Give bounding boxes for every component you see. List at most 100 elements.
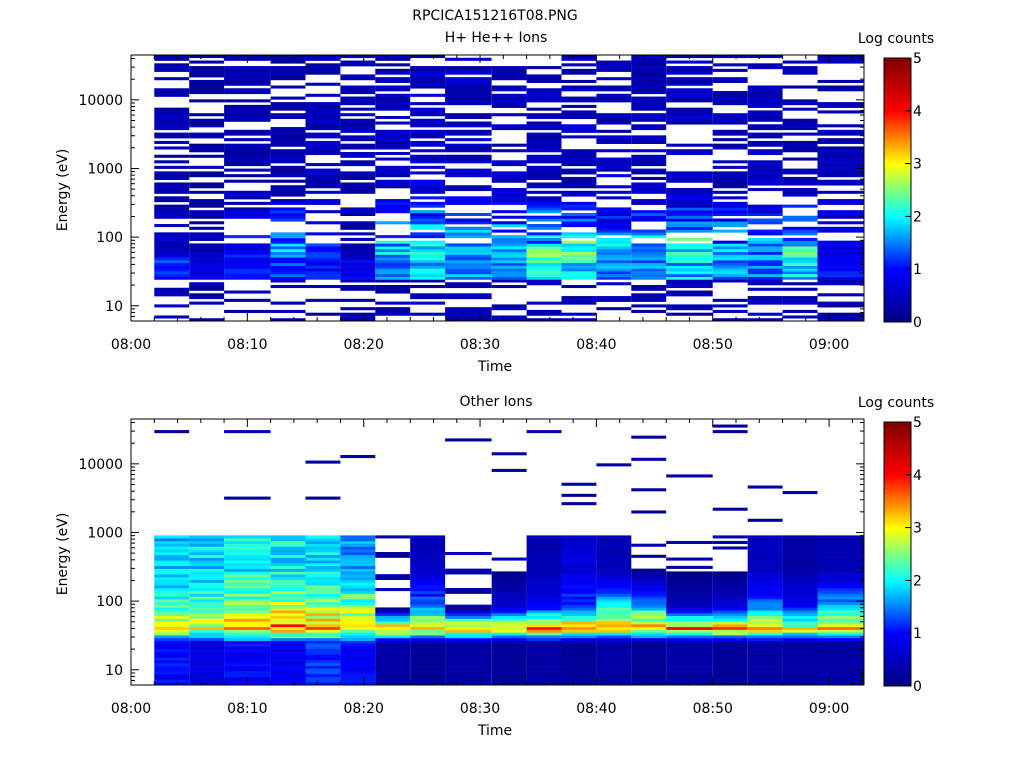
heatmap-cell <box>410 604 446 608</box>
heatmap-cell <box>410 668 446 672</box>
heatmap-cell <box>712 682 748 686</box>
heatmap-cell <box>189 254 225 258</box>
heatmap-cell <box>154 648 190 653</box>
heatmap-cell <box>596 679 632 683</box>
heatmap-cell <box>224 273 271 277</box>
colorbar-segment <box>884 547 911 550</box>
heatmap-cell <box>224 496 271 500</box>
heatmap-cell <box>410 265 446 269</box>
heatmap-cell <box>189 624 225 628</box>
heatmap-cell <box>375 129 411 133</box>
heatmap-cell <box>270 618 306 622</box>
heatmap-cell <box>224 571 271 575</box>
heatmap-cell <box>631 574 667 578</box>
heatmap-cell <box>561 607 597 611</box>
heatmap-cell <box>817 304 864 308</box>
colorbar-segment <box>884 124 911 127</box>
heatmap-cell <box>666 254 713 258</box>
heatmap-cell <box>224 637 271 641</box>
heatmap-cell <box>712 268 748 272</box>
colorbar-segment <box>884 494 911 498</box>
heatmap-cell <box>747 549 783 553</box>
heatmap-cell <box>631 63 667 67</box>
heatmap-cell <box>817 593 864 597</box>
heatmap-cell <box>410 221 446 225</box>
heatmap-cell <box>526 660 562 664</box>
colorbar-segment <box>884 525 911 528</box>
heatmap-cell <box>526 91 562 95</box>
heatmap-cell <box>491 188 527 192</box>
heatmap-cell <box>224 268 271 272</box>
heatmap-cell <box>224 560 271 564</box>
heatmap-cell <box>526 157 562 161</box>
heatmap-cell <box>445 168 492 172</box>
heatmap-cell <box>305 179 341 183</box>
heatmap-cell <box>189 626 225 630</box>
heatmap-cell <box>189 640 225 644</box>
heatmap-cell <box>631 596 667 600</box>
heatmap-cell <box>445 271 492 275</box>
heatmap-cell <box>375 665 411 669</box>
heatmap-cell <box>596 593 632 597</box>
heatmap-cell <box>491 163 527 167</box>
heatmap-cell <box>561 673 597 677</box>
heatmap-cell <box>224 593 271 597</box>
heatmap-cell <box>561 557 597 561</box>
heatmap-cell <box>561 621 597 625</box>
heatmap-cell <box>782 607 818 611</box>
heatmap-cell <box>561 151 597 156</box>
heatmap-cell <box>747 113 783 117</box>
heatmap-cell <box>224 612 271 617</box>
heatmap-cell <box>782 168 818 172</box>
colorbar-segment <box>884 642 911 645</box>
heatmap-cell <box>782 60 818 64</box>
heatmap-cell <box>375 55 411 59</box>
heatmap-cell <box>491 235 527 239</box>
heatmap-cell <box>224 557 271 561</box>
heatmap-cell <box>491 588 527 592</box>
heatmap-cell <box>782 574 818 578</box>
heatmap-cell <box>224 174 271 178</box>
heatmap-cell <box>747 485 783 489</box>
heatmap-cell <box>596 257 632 261</box>
heatmap-cell <box>270 549 306 553</box>
heatmap-cell <box>747 576 783 581</box>
heatmap-cell <box>747 599 783 603</box>
colorbar-segment <box>884 488 911 491</box>
panel-2-ylabel: Energy (eV) <box>55 513 71 596</box>
heatmap-cell <box>526 657 562 661</box>
heatmap-cell <box>224 646 271 650</box>
heatmap-cell <box>596 138 632 142</box>
heatmap-cell <box>305 57 341 61</box>
heatmap-cell <box>712 657 748 661</box>
heatmap-cell <box>747 232 783 236</box>
colorbar-tick-label: 4 <box>913 468 922 484</box>
heatmap-cell <box>817 604 864 608</box>
heatmap-cell <box>561 129 597 133</box>
heatmap-cell <box>666 582 713 586</box>
heatmap-cell <box>631 104 667 108</box>
heatmap-cell <box>375 290 411 294</box>
heatmap-cell <box>270 129 306 133</box>
heatmap-cell <box>224 568 271 572</box>
heatmap-cell <box>631 276 667 280</box>
colorbar-segment <box>884 148 911 151</box>
heatmap-cell <box>270 610 306 614</box>
heatmap-cell <box>410 621 446 625</box>
heatmap-cell <box>817 612 864 617</box>
heatmap-cell <box>712 93 748 97</box>
heatmap-cell <box>270 210 306 214</box>
heatmap-cell <box>747 563 783 567</box>
colorbar-segment <box>884 631 911 634</box>
heatmap-cell <box>154 271 190 275</box>
heatmap-cell <box>154 629 190 633</box>
heatmap-cell <box>747 568 783 572</box>
heatmap-cell <box>445 57 492 61</box>
heatmap-cell <box>189 243 225 247</box>
heatmap-cell <box>305 554 341 558</box>
heatmap-cell <box>445 121 492 125</box>
heatmap-cell <box>270 309 306 313</box>
heatmap-cell <box>305 624 341 628</box>
heatmap-cell <box>666 540 713 544</box>
heatmap-cell <box>410 185 446 189</box>
